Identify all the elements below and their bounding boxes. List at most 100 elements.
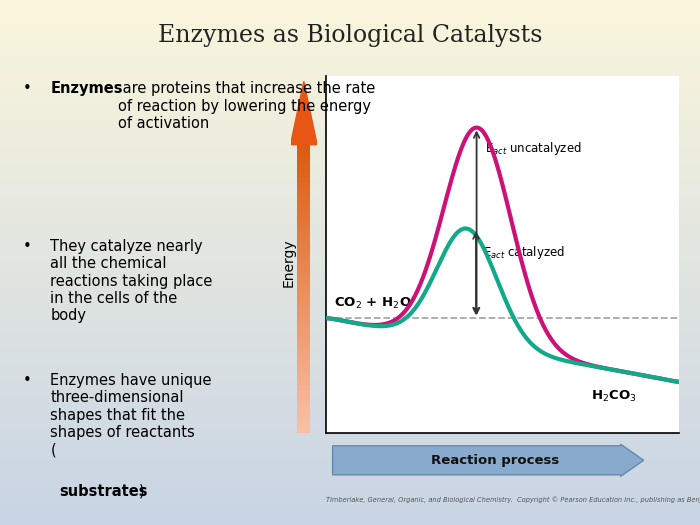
Text: Timberlake, General, Organic, and Biological Chemistry.  Copyright © Pearson Edu: Timberlake, General, Organic, and Biolog… xyxy=(326,496,700,503)
Bar xyxy=(0,402,700,404)
FancyArrow shape xyxy=(332,444,644,476)
Bar xyxy=(297,342,310,347)
Bar xyxy=(0,202,700,205)
Bar xyxy=(0,234,700,236)
Bar xyxy=(0,210,700,213)
Bar xyxy=(0,252,700,255)
Bar xyxy=(0,486,700,488)
Text: •: • xyxy=(22,373,32,388)
Text: Enzymes: Enzymes xyxy=(50,81,123,97)
Bar xyxy=(0,326,700,328)
Bar xyxy=(297,178,310,183)
Bar xyxy=(0,417,700,420)
Bar xyxy=(0,333,700,336)
Bar xyxy=(0,89,700,92)
Bar xyxy=(0,63,700,66)
Bar xyxy=(0,483,700,486)
Bar xyxy=(0,108,700,110)
Bar xyxy=(0,39,700,42)
Bar xyxy=(0,396,700,399)
Bar xyxy=(0,168,700,171)
Bar xyxy=(297,400,310,404)
Bar xyxy=(0,34,700,37)
Bar xyxy=(0,496,700,499)
Bar xyxy=(0,501,700,504)
Bar xyxy=(0,97,700,100)
Bar xyxy=(0,13,700,16)
Bar xyxy=(0,433,700,436)
Bar xyxy=(297,231,310,236)
Bar xyxy=(0,24,700,26)
Bar xyxy=(0,378,700,381)
Bar xyxy=(0,383,700,386)
Bar xyxy=(0,255,700,257)
Bar xyxy=(0,373,700,375)
Bar xyxy=(0,131,700,134)
Bar xyxy=(0,173,700,176)
Bar xyxy=(297,313,310,318)
Bar xyxy=(0,144,700,147)
Bar xyxy=(0,268,700,270)
Bar xyxy=(0,522,700,525)
Text: Enzymes as Biological Catalysts: Enzymes as Biological Catalysts xyxy=(158,24,542,47)
Bar xyxy=(0,8,700,10)
Bar xyxy=(0,242,700,244)
Bar xyxy=(0,181,700,184)
Text: Enzymes have unique
three-dimensional
shapes that fit the
shapes of reactants
(: Enzymes have unique three-dimensional sh… xyxy=(50,373,212,457)
Bar xyxy=(0,197,700,200)
Bar xyxy=(0,29,700,32)
Bar xyxy=(0,310,700,312)
Bar xyxy=(297,154,310,159)
Bar xyxy=(0,336,700,339)
Bar xyxy=(0,236,700,239)
Bar xyxy=(0,52,700,55)
Text: •: • xyxy=(22,239,32,254)
Bar xyxy=(297,375,310,380)
Bar xyxy=(0,362,700,365)
Bar xyxy=(0,365,700,368)
Bar xyxy=(0,344,700,346)
Bar xyxy=(0,79,700,81)
Text: Reaction process: Reaction process xyxy=(431,454,559,467)
Bar xyxy=(297,236,310,241)
Bar xyxy=(0,105,700,108)
Bar xyxy=(297,371,310,375)
Bar xyxy=(0,488,700,491)
Bar xyxy=(0,18,700,21)
Bar xyxy=(0,514,700,517)
Bar xyxy=(297,174,310,178)
Bar xyxy=(297,322,310,328)
Bar xyxy=(0,213,700,215)
Bar xyxy=(0,118,700,121)
Bar xyxy=(0,192,700,194)
Bar xyxy=(0,84,700,87)
Bar xyxy=(0,16,700,18)
Bar xyxy=(0,331,700,333)
Text: E$_{act}$ catalyzed: E$_{act}$ catalyzed xyxy=(483,244,565,261)
Bar xyxy=(0,142,700,144)
Bar xyxy=(0,517,700,520)
Bar xyxy=(0,368,700,370)
Bar xyxy=(297,361,310,366)
Bar xyxy=(297,193,310,197)
Bar xyxy=(0,444,700,446)
Text: Energy: Energy xyxy=(282,238,296,287)
Bar xyxy=(0,194,700,197)
Text: CO$_2$ + H$_2$O: CO$_2$ + H$_2$O xyxy=(335,296,412,311)
Bar xyxy=(0,289,700,291)
Bar xyxy=(0,304,700,307)
Bar xyxy=(0,189,700,192)
Text: They catalyze nearly
all the chemical
reactions taking place
in the cells of the: They catalyze nearly all the chemical re… xyxy=(50,239,213,323)
Bar xyxy=(0,307,700,310)
Bar xyxy=(0,291,700,294)
Bar xyxy=(0,68,700,71)
Bar xyxy=(0,102,700,105)
Bar xyxy=(0,415,700,417)
Bar xyxy=(297,346,310,351)
Bar xyxy=(0,32,700,34)
Bar xyxy=(0,357,700,360)
Bar xyxy=(0,207,700,210)
Bar xyxy=(0,129,700,131)
Bar xyxy=(0,452,700,454)
Bar xyxy=(0,45,700,47)
